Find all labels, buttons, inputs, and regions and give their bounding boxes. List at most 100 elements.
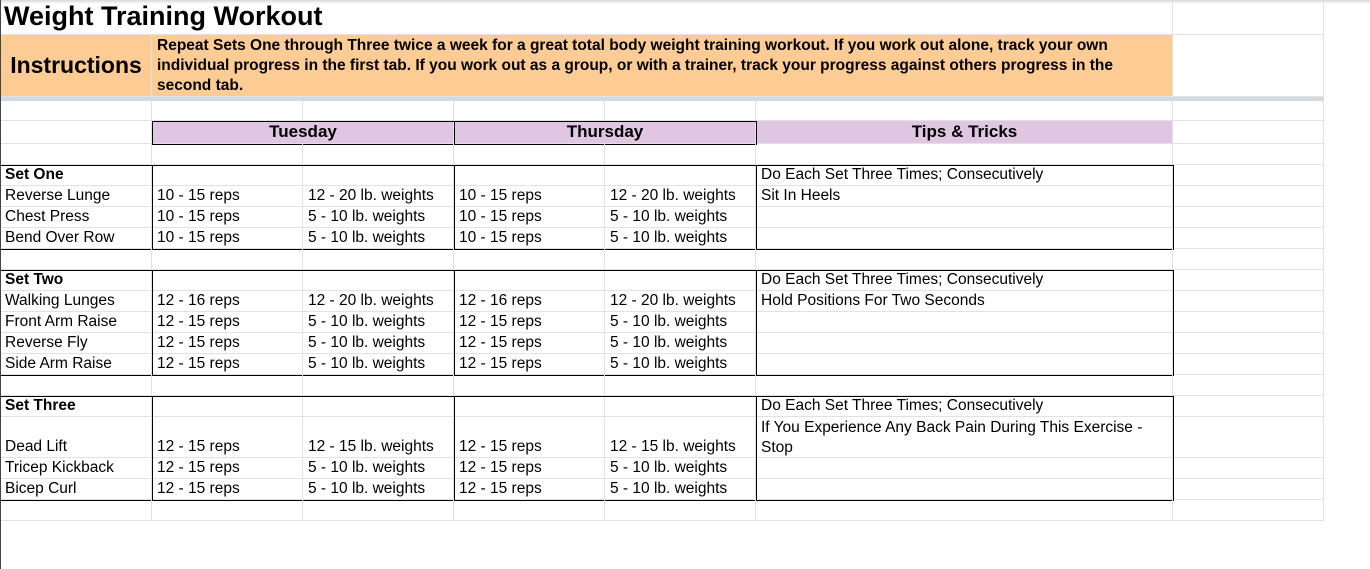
empty-cell[interactable] (1173, 500, 1324, 521)
tuesday-reps[interactable]: 10 - 15 reps (152, 228, 303, 249)
empty-cell[interactable] (454, 144, 605, 165)
empty-cell[interactable] (1173, 249, 1324, 270)
thursday-weight[interactable]: 5 - 10 lb. weights (605, 207, 756, 228)
tuesday-weight[interactable]: 5 - 10 lb. weights (303, 312, 454, 333)
empty-cell[interactable] (152, 165, 303, 186)
thursday-reps[interactable]: 12 - 16 reps (454, 291, 605, 312)
tuesday-weight[interactable]: 12 - 20 lb. weights (303, 186, 454, 207)
tuesday-reps[interactable]: 10 - 15 reps (152, 207, 303, 228)
empty-cell[interactable] (303, 375, 454, 396)
empty-cell[interactable] (1173, 228, 1324, 249)
exercise-tip[interactable] (756, 479, 1173, 500)
empty-cell[interactable] (454, 101, 605, 121)
empty-cell[interactable] (756, 500, 1173, 521)
empty-cell[interactable] (756, 144, 1173, 165)
thursday-reps[interactable]: 12 - 15 reps (454, 417, 605, 458)
tuesday-reps[interactable]: 12 - 15 reps (152, 458, 303, 479)
set-tip[interactable]: Do Each Set Three Times; Consecutively (756, 270, 1173, 291)
empty-cell[interactable] (605, 101, 756, 121)
empty-cell[interactable] (152, 249, 303, 270)
exercise-name[interactable]: Tricep Kickback (0, 458, 152, 479)
frozen-row-divider[interactable] (0, 97, 1324, 101)
empty-cell[interactable] (0, 375, 152, 396)
exercise-tip[interactable] (756, 312, 1173, 333)
exercise-name[interactable]: Reverse Fly (0, 333, 152, 354)
empty-cell[interactable] (605, 270, 756, 291)
empty-cell[interactable] (0, 144, 152, 165)
empty-cell[interactable] (1173, 101, 1324, 121)
empty-cell[interactable] (303, 165, 454, 186)
exercise-tip[interactable] (756, 458, 1173, 479)
empty-cell[interactable] (303, 144, 454, 165)
empty-cell[interactable] (152, 144, 303, 165)
tuesday-reps[interactable]: 12 - 15 reps (152, 333, 303, 354)
empty-cell[interactable] (605, 144, 756, 165)
empty-cell[interactable] (1173, 144, 1324, 165)
empty-cell[interactable] (605, 500, 756, 521)
set-name[interactable]: Set Three (0, 396, 152, 417)
thursday-reps[interactable]: 10 - 15 reps (454, 207, 605, 228)
thursday-weight[interactable]: 5 - 10 lb. weights (605, 354, 756, 375)
thursday-weight[interactable]: 12 - 20 lb. weights (605, 291, 756, 312)
instructions-label[interactable]: Instructions (0, 35, 152, 97)
empty-cell[interactable] (605, 375, 756, 396)
exercise-tip[interactable]: Hold Positions For Two Seconds (756, 291, 1173, 312)
empty-cell[interactable] (1173, 207, 1324, 228)
tuesday-weight[interactable]: 5 - 10 lb. weights (303, 479, 454, 500)
thursday-reps[interactable]: 12 - 15 reps (454, 312, 605, 333)
tuesday-reps[interactable]: 10 - 15 reps (152, 186, 303, 207)
header-tips[interactable]: Tips & Tricks (756, 121, 1173, 144)
empty-cell[interactable] (1173, 0, 1324, 35)
set-name[interactable]: Set One (0, 165, 152, 186)
empty-cell[interactable] (1173, 165, 1324, 186)
sheet-title[interactable]: Weight Training Workout (0, 0, 1173, 35)
exercise-name[interactable]: Bicep Curl (0, 479, 152, 500)
empty-cell[interactable] (0, 121, 152, 144)
empty-cell[interactable] (152, 101, 303, 121)
exercise-tip[interactable] (756, 333, 1173, 354)
exercise-tip[interactable] (756, 228, 1173, 249)
exercise-name[interactable]: Reverse Lunge (0, 186, 152, 207)
empty-cell[interactable] (756, 375, 1173, 396)
tuesday-weight[interactable]: 12 - 20 lb. weights (303, 291, 454, 312)
empty-cell[interactable] (756, 249, 1173, 270)
empty-cell[interactable] (1173, 375, 1324, 396)
thursday-weight[interactable]: 12 - 15 lb. weights (605, 417, 756, 458)
empty-cell[interactable] (1173, 479, 1324, 500)
thursday-weight[interactable]: 5 - 10 lb. weights (605, 458, 756, 479)
empty-cell[interactable] (0, 249, 152, 270)
exercise-tip[interactable] (756, 207, 1173, 228)
empty-cell[interactable] (152, 375, 303, 396)
thursday-reps[interactable]: 10 - 15 reps (454, 228, 605, 249)
empty-cell[interactable] (1173, 291, 1324, 312)
empty-cell[interactable] (0, 101, 152, 121)
tuesday-weight[interactable]: 5 - 10 lb. weights (303, 228, 454, 249)
empty-cell[interactable] (303, 396, 454, 417)
exercise-name[interactable]: Front Arm Raise (0, 312, 152, 333)
empty-cell[interactable] (1173, 312, 1324, 333)
thursday-weight[interactable]: 5 - 10 lb. weights (605, 333, 756, 354)
set-tip[interactable]: Do Each Set Three Times; Consecutively (756, 165, 1173, 186)
exercise-name[interactable]: Bend Over Row (0, 228, 152, 249)
empty-cell[interactable] (454, 165, 605, 186)
thursday-reps[interactable]: 12 - 15 reps (454, 333, 605, 354)
empty-cell[interactable] (454, 249, 605, 270)
empty-cell[interactable] (1173, 458, 1324, 479)
thursday-reps[interactable]: 10 - 15 reps (454, 186, 605, 207)
empty-cell[interactable] (1173, 186, 1324, 207)
empty-cell[interactable] (1173, 417, 1324, 458)
empty-cell[interactable] (303, 500, 454, 521)
empty-cell[interactable] (605, 396, 756, 417)
exercise-tip[interactable]: If You Experience Any Back Pain During T… (756, 417, 1173, 458)
tuesday-reps[interactable]: 12 - 15 reps (152, 417, 303, 458)
tuesday-weight[interactable]: 12 - 15 lb. weights (303, 417, 454, 458)
empty-cell[interactable] (0, 500, 152, 521)
thursday-weight[interactable]: 12 - 20 lb. weights (605, 186, 756, 207)
empty-cell[interactable] (605, 249, 756, 270)
header-tuesday[interactable]: Tuesday (152, 121, 454, 144)
empty-cell[interactable] (1173, 396, 1324, 417)
empty-cell[interactable] (454, 500, 605, 521)
tuesday-weight[interactable]: 5 - 10 lb. weights (303, 354, 454, 375)
instructions-text[interactable]: Repeat Sets One through Three twice a we… (152, 35, 1173, 97)
tuesday-reps[interactable]: 12 - 15 reps (152, 312, 303, 333)
